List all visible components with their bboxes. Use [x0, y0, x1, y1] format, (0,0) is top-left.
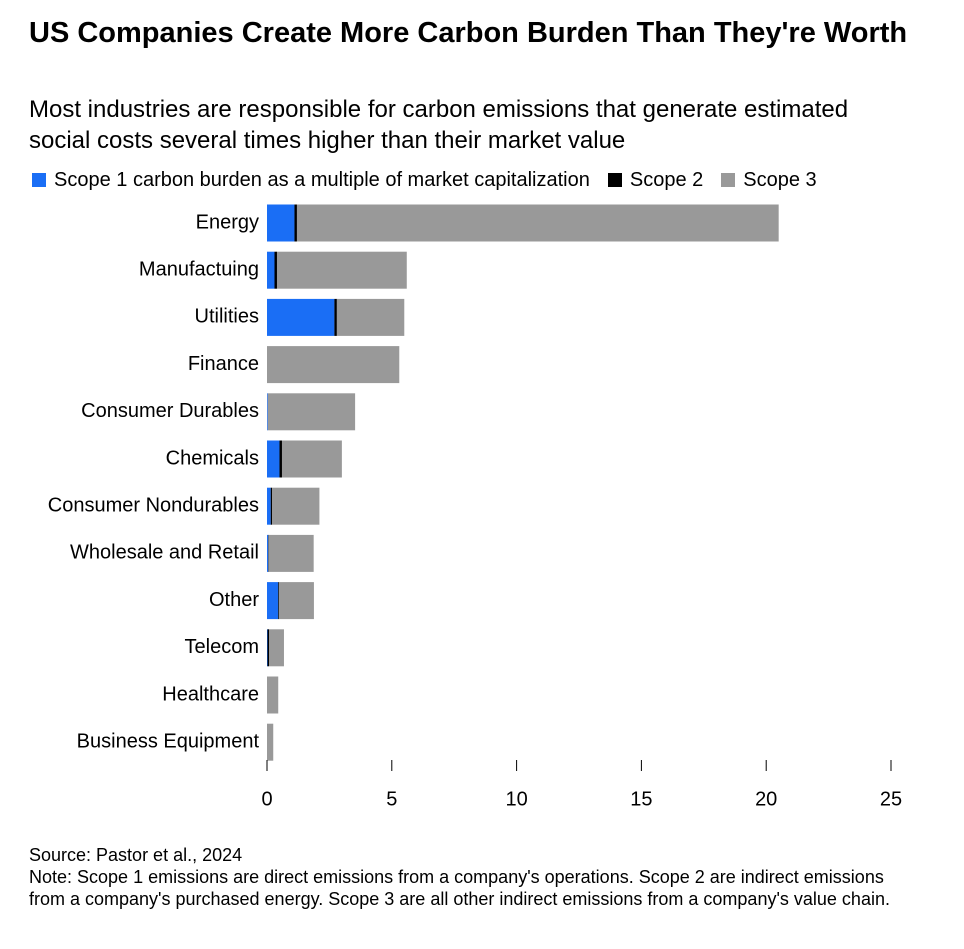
x-tick-label: 0 [261, 788, 272, 810]
source: Source: Pastor et al., 2024 [29, 845, 243, 865]
x-tick-label: 10 [505, 788, 527, 810]
bar-segment [267, 723, 274, 761]
legend-label: Scope 2 [629, 169, 704, 191]
bar-segment [278, 582, 314, 620]
bar-segment [334, 298, 337, 336]
bar-segment [267, 251, 275, 289]
bar-segment [296, 204, 779, 242]
footer: Source: Pastor et al., 2024 Note: Scope … [29, 844, 909, 910]
y-tick-label: Other [209, 589, 259, 611]
bar-segment [267, 298, 335, 336]
x-tick-label: 15 [630, 788, 652, 810]
y-tick-label: Finance [188, 353, 259, 375]
bar-segment [267, 676, 279, 714]
y-tick-label: Consumer Nondurables [48, 494, 259, 516]
bar-segment [281, 440, 342, 478]
y-tick-label: Wholesale and Retail [70, 542, 259, 564]
bar-segment [267, 487, 271, 525]
bar-segment [271, 487, 320, 525]
bar-segment [267, 393, 268, 431]
bar-segment [267, 629, 269, 667]
bar-segment [270, 487, 272, 525]
legend-label: Scope 1 carbon burden as a multiple of m… [54, 169, 590, 191]
bar-segment [294, 204, 297, 242]
y-tick-label: Telecom [185, 636, 259, 658]
x-tick-label: 25 [880, 788, 902, 810]
bar-segment [267, 393, 356, 431]
bar-segment [268, 534, 314, 572]
bar-segment [274, 251, 277, 289]
y-tick-label: Business Equipment [77, 730, 260, 752]
chart-subtitle: Most industries are responsible for carb… [29, 96, 849, 154]
legend: Scope 1 carbon burden as a multiple of m… [32, 167, 817, 193]
legend-swatch [721, 173, 736, 187]
legend-swatch [607, 173, 622, 187]
bar-segment [268, 629, 284, 667]
y-tick-label: Consumer Durables [81, 400, 259, 422]
bar-segment [336, 298, 405, 336]
bar-segment [276, 251, 407, 289]
y-tick-label: Manufactuing [139, 258, 259, 280]
bar-segment [267, 440, 280, 478]
note: Note: Scope 1 emissions are direct emiss… [29, 867, 890, 909]
bar-segment [267, 582, 279, 620]
legend-item: Scope 1 carbon burden as a multiple of m… [32, 167, 590, 193]
bar-segment [267, 534, 269, 572]
chart-title: US Companies Create More Carbon Burden T… [29, 17, 908, 49]
x-tick-label: 5 [386, 788, 397, 810]
legend-item: Scope 2 [607, 167, 704, 193]
bar-segment [267, 346, 400, 384]
bar-segment [279, 440, 282, 478]
y-tick-label: Energy [196, 211, 259, 233]
y-tick-label: Chemicals [166, 447, 259, 469]
chart: Energy Manufactuing Utilities Finance Consum… [48, 204, 902, 810]
bar-segment [278, 582, 279, 620]
legend-swatch [32, 173, 46, 187]
y-tick-label: Utilities [195, 306, 259, 328]
legend-item: Scope 3 [721, 167, 817, 193]
legend-label: Scope 3 [743, 169, 817, 191]
bar-segment [267, 204, 295, 242]
x-tick-label: 20 [755, 788, 777, 810]
y-tick-label: Healthcare [162, 683, 259, 705]
